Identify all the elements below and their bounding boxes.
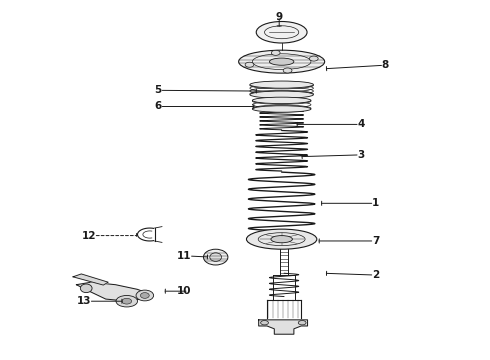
Text: 8: 8 [382,60,389,70]
Ellipse shape [298,320,306,325]
Polygon shape [76,282,150,301]
Ellipse shape [271,235,293,243]
Ellipse shape [270,58,294,65]
Text: 13: 13 [76,296,91,306]
Text: 1: 1 [372,198,379,208]
Text: 2: 2 [372,270,379,280]
Text: 11: 11 [177,251,191,261]
Ellipse shape [136,290,154,301]
Text: 4: 4 [357,120,365,129]
Polygon shape [259,320,308,334]
Ellipse shape [271,50,280,55]
Ellipse shape [141,293,149,298]
Ellipse shape [252,106,311,112]
Ellipse shape [210,253,221,261]
Ellipse shape [261,320,269,325]
Ellipse shape [203,249,228,265]
Ellipse shape [80,284,92,293]
Ellipse shape [122,298,132,304]
Ellipse shape [250,81,314,88]
Text: 5: 5 [155,85,162,95]
Text: 6: 6 [155,102,162,112]
Ellipse shape [246,229,317,249]
Ellipse shape [256,22,307,43]
Ellipse shape [250,91,314,98]
Ellipse shape [245,62,254,67]
Ellipse shape [252,97,311,104]
Text: 10: 10 [177,286,191,296]
Text: 9: 9 [276,12,283,22]
Text: 12: 12 [81,231,96,240]
Text: 7: 7 [372,236,379,246]
Ellipse shape [116,296,138,307]
Polygon shape [73,274,108,285]
Text: 3: 3 [357,150,365,160]
Ellipse shape [239,50,325,73]
Ellipse shape [283,68,292,73]
Ellipse shape [309,56,318,61]
